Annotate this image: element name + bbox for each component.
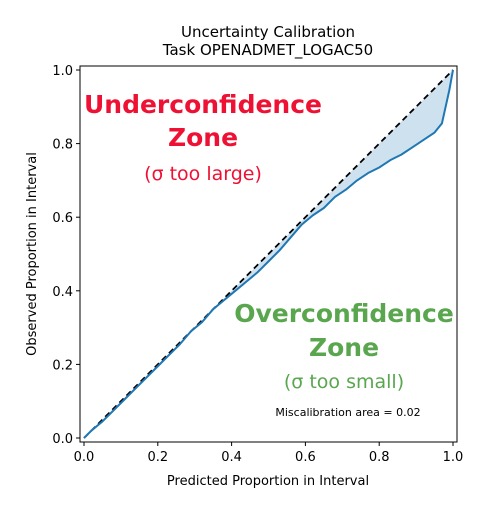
plot-frame [79, 65, 458, 443]
ideal-reference-line [83, 69, 454, 439]
x-tick-label: 0.4 [221, 450, 242, 465]
y-tick-label: 0.6 [52, 211, 73, 226]
x-tick-label: 0.8 [369, 450, 390, 465]
x-axis-ticks: 0.0 0.2 0.4 0.6 0.8 1.0 [74, 442, 464, 465]
y-tick-label: 0.8 [52, 138, 73, 153]
y-axis-ticks: 0.0 0.2 0.4 0.6 0.8 1.0 [52, 64, 80, 447]
y-tick-label: 0.2 [52, 358, 73, 373]
underconfidence-title: Underconfidence [84, 90, 322, 119]
x-tick-label: 1.0 [443, 450, 464, 465]
x-tick-label: 0.2 [147, 450, 168, 465]
calibration-curve-line [83, 69, 454, 439]
ideal-calibration-line [83, 69, 454, 439]
chart-title: Uncertainty Calibration [181, 23, 355, 41]
y-tick-label: 0.0 [52, 432, 73, 447]
overconfidence-title: Overconfidence [234, 299, 454, 328]
x-tick-label: 0.6 [295, 450, 316, 465]
chart-subtitle: Task OPENADMET_LOGAC50 [162, 41, 373, 60]
miscalibration-area-label: Miscalibration area = 0.02 [275, 406, 420, 419]
y-tick-label: 0.4 [52, 285, 73, 300]
overconfidence-zone: Zone [309, 333, 379, 362]
underconfidence-subtitle: (σ too large) [144, 163, 262, 185]
x-axis-label: Predicted Proportion in Interval [167, 474, 369, 489]
y-tick-label: 1.0 [52, 64, 73, 79]
calibration-curve [83, 69, 454, 439]
overconfidence-subtitle: (σ too small) [284, 371, 404, 393]
y-axis-label: Observed Proportion in Interval [25, 152, 40, 356]
x-tick-label: 0.0 [74, 450, 95, 465]
underconfidence-zone: Zone [168, 123, 238, 152]
